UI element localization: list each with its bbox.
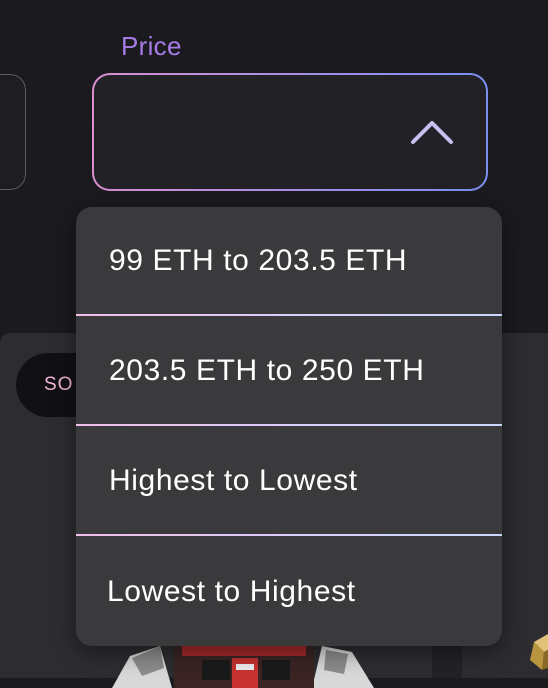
price-dropdown-menu: 99 ETH to 203.5 ETH 203.5 ETH to 250 ETH… <box>76 207 502 646</box>
previous-filter-field[interactable] <box>0 74 26 190</box>
price-select-value <box>94 75 486 189</box>
price-option-99-to-203.5[interactable]: 99 ETH to 203.5 ETH <box>109 244 408 277</box>
price-option-lowest-to-highest[interactable]: Lowest to Highest <box>107 574 356 608</box>
menu-divider <box>76 534 502 536</box>
price-option-highest-to-lowest[interactable]: Highest to Lowest <box>109 464 358 497</box>
menu-divider <box>76 424 502 426</box>
price-option-203.5-to-250[interactable]: 203.5 ETH to 250 ETH <box>109 354 425 387</box>
chevron-up-icon[interactable] <box>410 119 454 145</box>
nft-artwork-small <box>530 634 548 670</box>
price-select[interactable] <box>92 73 488 191</box>
menu-divider <box>76 314 502 316</box>
price-filter-label: Price <box>121 31 182 61</box>
